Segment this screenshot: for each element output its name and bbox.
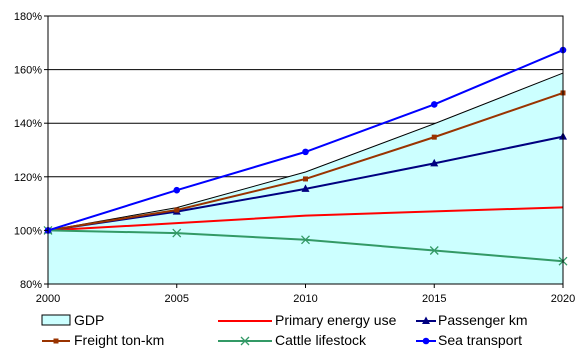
x-tick-label: 2020: [551, 293, 575, 305]
y-tick-label: 140%: [14, 118, 42, 130]
legend-label: GDP: [74, 312, 104, 328]
legend-marker: [240, 336, 250, 346]
freight-ton-km-point: [174, 207, 180, 213]
primary-energy-use-line: [47, 206, 564, 232]
legend-item-freight-ton-km: Freight ton-km: [42, 332, 164, 348]
primary-energy-use-series: [47, 206, 564, 232]
x-tick-label: 2010: [293, 293, 317, 305]
y-tick-label: 100%: [14, 225, 42, 237]
legend-item-sea-transport: Sea transport: [416, 332, 522, 348]
passenger-km-point: [301, 184, 310, 192]
freight-ton-km-point: [431, 134, 437, 140]
cattle-lifestock-point: [301, 235, 310, 245]
legend-item-gdp: GDP: [41, 312, 104, 328]
legend-label: Sea transport: [438, 332, 522, 348]
gdp-area-edge: [47, 72, 564, 231]
legend-item-passenger-km: Passenger km: [416, 312, 527, 328]
legend-marker: [422, 316, 430, 324]
y-tick-label: 80%: [20, 279, 42, 291]
y-tick-label: 120%: [14, 172, 42, 184]
legend-swatch: [41, 314, 71, 326]
legend-label: Freight ton-km: [74, 332, 164, 348]
cattle-lifestock-point: [429, 246, 439, 255]
y-tick-label: 180%: [14, 11, 42, 23]
sea-transport-point: [430, 101, 438, 108]
legend-label: Cattle lifestock: [275, 332, 367, 348]
legend-label: Primary energy use: [275, 312, 397, 328]
sea-transport-point: [302, 148, 309, 156]
passenger-km-point: [430, 158, 439, 167]
freight-ton-km-point: [303, 176, 308, 182]
legend-marker: [422, 337, 430, 345]
legend-item-primary-energy-use: Primary energy use: [218, 312, 397, 328]
cattle-lifestock-point: [172, 228, 182, 238]
axes: 80% 100% 120% 140% 160% 180% 2000 2005 2010 2015 2…: [14, 11, 575, 305]
legend-item-cattle-lifestock: Cattle lifestock: [218, 332, 367, 348]
sea-transport-series: [44, 46, 567, 234]
legend: GDP Primary energy use Passenger km Freight…: [41, 312, 527, 348]
x-tick-label: 2005: [165, 293, 189, 305]
x-tick-label: 2015: [422, 293, 446, 305]
sea-transport-point: [173, 186, 181, 194]
legend-marker: [53, 338, 59, 344]
legend-label: Passenger km: [438, 312, 527, 328]
x-tick-label: 2000: [36, 293, 60, 305]
y-tick-label: 160%: [14, 65, 42, 77]
